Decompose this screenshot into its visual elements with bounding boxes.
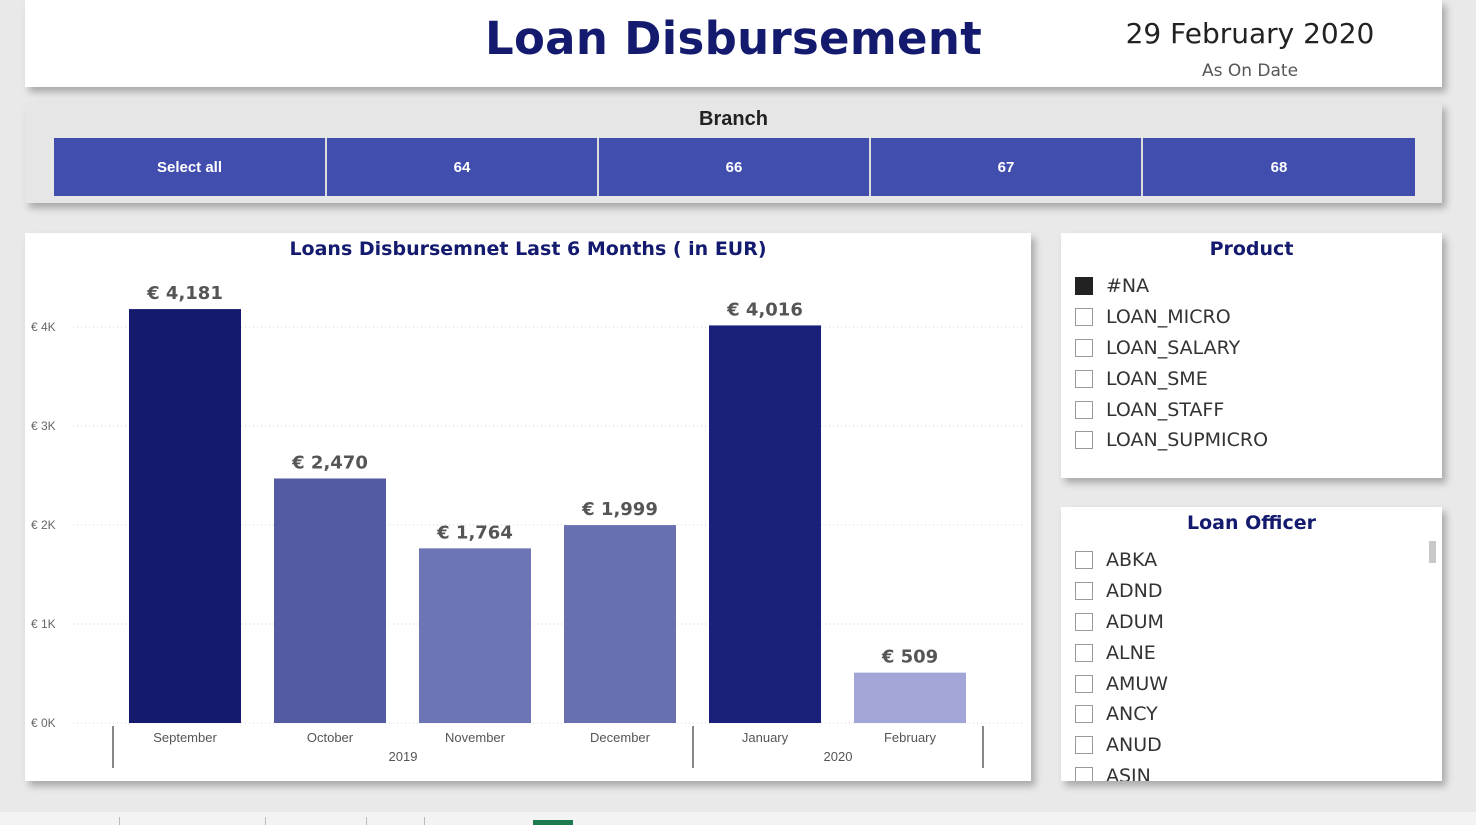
- branch-button-66[interactable]: 66: [599, 138, 871, 196]
- branch-button-68[interactable]: 68: [1143, 138, 1415, 196]
- bar-september: [129, 309, 241, 723]
- loan-officer-item[interactable]: AMUW: [1075, 668, 1168, 699]
- product-item-label: LOAN_MICRO: [1106, 306, 1231, 329]
- x-tick-label: September: [153, 730, 217, 745]
- page-tabs-strip: [0, 812, 1476, 825]
- y-tick-label: € 2K: [31, 518, 56, 532]
- disbursement-chart: Loans Disbursemnet Last 6 Months ( in EU…: [25, 233, 1031, 781]
- checkbox[interactable]: [1075, 308, 1093, 327]
- loan-officer-item[interactable]: ABKA: [1075, 545, 1168, 576]
- checkbox[interactable]: [1075, 369, 1093, 388]
- tab-separator: [265, 817, 266, 825]
- loan-officer-item-label: ASIN: [1106, 764, 1151, 781]
- loan-officer-item[interactable]: ADUM: [1075, 607, 1168, 638]
- header-card: [25, 0, 1442, 87]
- product-slicer: Product #NA LOAN_MICRO LOAN_SALARY LOAN_SME…: [1061, 233, 1442, 478]
- year-label: 2019: [389, 749, 418, 764]
- chart-title: Loans Disbursemnet Last 6 Months ( in EU…: [289, 238, 766, 260]
- as-on-date-value: 29 February 2020: [1125, 17, 1375, 50]
- x-tick-label: February: [884, 730, 937, 745]
- y-tick-label: € 3K: [31, 419, 56, 433]
- product-item[interactable]: LOAN_STAFF: [1075, 394, 1268, 425]
- branch-button-select-all[interactable]: Select all: [54, 138, 327, 196]
- loan-officer-slicer-title: Loan Officer: [1187, 512, 1316, 534]
- loan-officer-item-label: ABKA: [1106, 549, 1158, 572]
- product-list: #NA LOAN_MICRO LOAN_SALARY LOAN_SME LOAN_STA…: [1075, 271, 1268, 456]
- branch-button-64[interactable]: 64: [327, 138, 599, 196]
- checkbox[interactable]: [1075, 736, 1093, 755]
- data-label: € 2,470: [291, 452, 368, 473]
- tab-separator: [424, 817, 425, 825]
- active-page-tab[interactable]: [533, 820, 573, 825]
- year-label: 2020: [824, 749, 853, 764]
- loan-officer-list: ABKA ADND ADUM ALNE AMUW ANCY ANUD ASIN: [1075, 545, 1168, 781]
- checkbox[interactable]: [1075, 582, 1093, 601]
- checkbox[interactable]: [1075, 431, 1093, 450]
- loan-officer-item[interactable]: ALNE: [1075, 637, 1168, 668]
- product-item-label: LOAN_SALARY: [1106, 336, 1241, 359]
- loan-officer-scrollbar[interactable]: [1429, 541, 1436, 563]
- loan-officer-item-label: ALNE: [1106, 641, 1156, 664]
- report-title: Loan Disbursement: [484, 12, 983, 65]
- x-tick-label: January: [742, 730, 789, 745]
- loan-officer-item-label: ANCY: [1106, 703, 1158, 726]
- branch-slicer-title: Branch: [699, 108, 768, 130]
- checkbox[interactable]: [1075, 400, 1093, 419]
- product-item[interactable]: #NA: [1075, 271, 1268, 302]
- product-item[interactable]: LOAN_MICRO: [1075, 302, 1268, 333]
- bar-february: [854, 672, 966, 723]
- loan-officer-item[interactable]: ANUD: [1075, 730, 1168, 761]
- loan-officer-item[interactable]: ASIN: [1075, 761, 1168, 781]
- checkbox[interactable]: [1075, 551, 1093, 570]
- product-item-label: LOAN_SME: [1106, 367, 1208, 390]
- checkbox[interactable]: [1075, 766, 1093, 781]
- loan-officer-item-label: AMUW: [1106, 672, 1169, 695]
- product-item[interactable]: LOAN_SALARY: [1075, 333, 1268, 364]
- loan-officer-slicer: Loan Officer ABKA ADND ADUM ALNE AMUW ANCY ANU…: [1061, 507, 1442, 781]
- checkbox[interactable]: [1075, 705, 1093, 724]
- as-on-date-label: As On Date: [1201, 61, 1299, 81]
- x-tick-label: November: [445, 730, 506, 745]
- x-tick-label: December: [590, 730, 651, 745]
- checkbox[interactable]: [1075, 612, 1093, 631]
- bar-january: [709, 325, 821, 723]
- loan-officer-item-label: ANUD: [1106, 734, 1162, 757]
- product-item[interactable]: LOAN_SME: [1075, 363, 1268, 394]
- loan-officer-item-label: ADND: [1106, 580, 1163, 603]
- bar-october: [274, 478, 386, 723]
- branch-slicer: Branch Select all 64 66 67 68: [25, 103, 1442, 203]
- product-item-label: #NA: [1106, 275, 1150, 298]
- tab-separator: [366, 817, 367, 825]
- bar-november: [419, 548, 531, 723]
- product-item-label: LOAN_STAFF: [1106, 398, 1225, 421]
- bar-chart-svg: Loans Disbursemnet Last 6 Months ( in EU…: [31, 238, 1023, 768]
- bar-december: [564, 525, 676, 723]
- data-label: € 509: [881, 647, 938, 668]
- y-tick-label: € 4K: [31, 320, 56, 334]
- y-tick-label: € 1K: [31, 617, 56, 631]
- product-item[interactable]: LOAN_SUPMICRO: [1075, 425, 1268, 456]
- checkbox[interactable]: [1075, 277, 1093, 296]
- checkbox[interactable]: [1075, 674, 1093, 693]
- product-slicer-title: Product: [1209, 238, 1294, 260]
- branch-button-67[interactable]: 67: [871, 138, 1143, 196]
- loan-officer-item-label: ADUM: [1106, 610, 1164, 633]
- y-tick-label: € 0K: [31, 716, 56, 730]
- tab-separator: [119, 817, 120, 825]
- data-label: € 1,999: [581, 499, 658, 520]
- x-tick-label: October: [307, 730, 354, 745]
- data-label: € 1,764: [436, 522, 513, 543]
- loan-officer-item[interactable]: ANCY: [1075, 699, 1168, 730]
- checkbox[interactable]: [1075, 643, 1093, 662]
- data-label: € 4,016: [726, 299, 803, 320]
- loan-officer-item[interactable]: ADND: [1075, 576, 1168, 607]
- data-label: € 4,181: [146, 283, 223, 304]
- checkbox[interactable]: [1075, 338, 1093, 357]
- product-item-label: LOAN_SUPMICRO: [1106, 429, 1269, 452]
